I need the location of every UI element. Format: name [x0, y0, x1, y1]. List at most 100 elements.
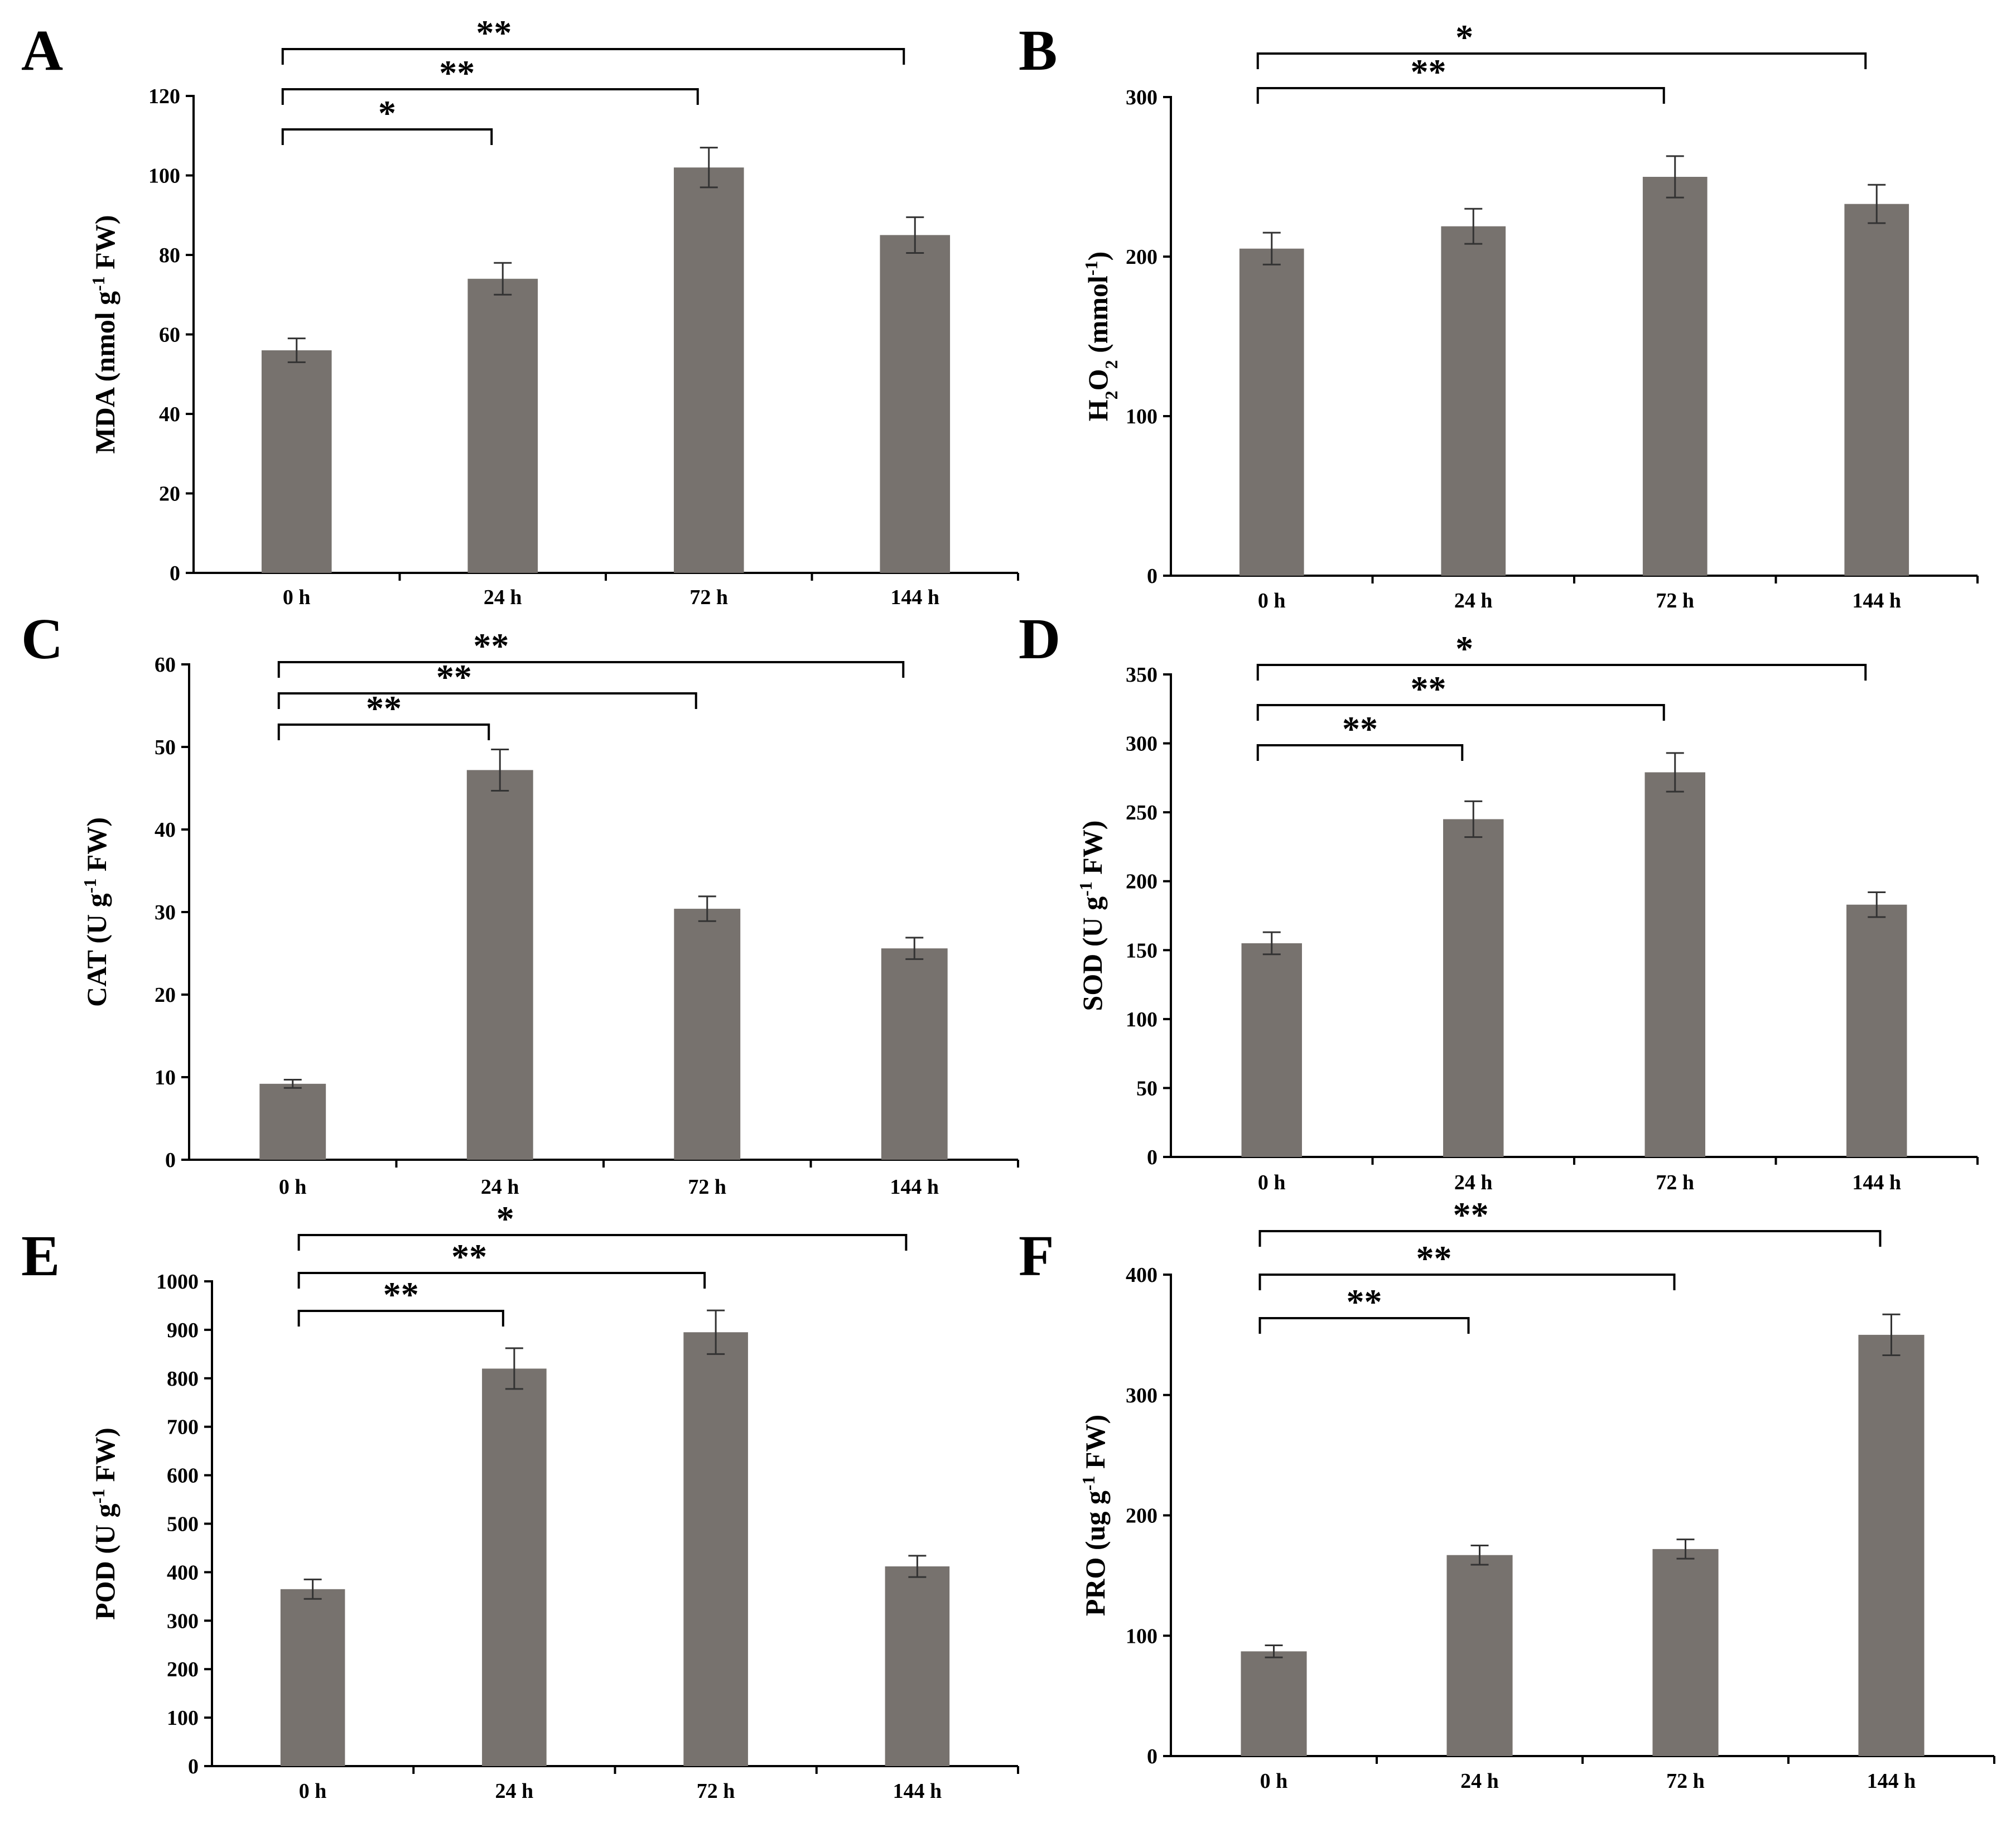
y-axis-title-part: CAT (U g — [81, 893, 112, 1007]
significance-bracket — [281, 88, 699, 105]
bar — [1446, 1555, 1513, 1756]
y-axis-title-part: FW) — [81, 817, 112, 879]
y-tick-label: 1000 — [156, 1270, 199, 1294]
y-tick-label: 100 — [148, 165, 180, 188]
x-category-label: 144 h — [893, 1779, 942, 1803]
x-category-label: 72 h — [1656, 589, 1694, 613]
y-axis-title-part: -1 — [1078, 1476, 1098, 1491]
y-tick-label: 400 — [167, 1561, 199, 1584]
significance-stars: ** — [1342, 709, 1378, 749]
y-tick-label: 500 — [167, 1513, 199, 1536]
significance-stars: ** — [383, 1275, 419, 1314]
y-tick-label: 30 — [155, 901, 176, 924]
y-tick-label: 100 — [1126, 405, 1157, 428]
y-tick-label: 150 — [1126, 939, 1157, 962]
x-category-label: 144 h — [890, 1175, 939, 1199]
y-tick-label: 40 — [159, 403, 180, 426]
y-tick-label: 300 — [1126, 732, 1157, 756]
y-axis-title: PRO (ug g-1 FW) — [1078, 1415, 1111, 1616]
y-tick-label: 20 — [155, 983, 176, 1007]
bar — [880, 235, 951, 573]
significance-stars: ** — [1411, 669, 1446, 708]
bar — [261, 350, 332, 573]
bar — [885, 1566, 950, 1766]
significance-bracket — [1258, 1274, 1676, 1290]
y-axis-title-part: -1 — [1075, 881, 1096, 896]
y-axis-title-part: -1 — [88, 276, 108, 291]
x-category-label: 24 h — [1454, 1171, 1493, 1194]
significance-bracket — [1256, 87, 1665, 104]
y-tick-label: 700 — [167, 1416, 199, 1439]
significance-bracket — [277, 692, 697, 709]
x-category-label: 24 h — [484, 586, 522, 609]
x-category-label: 144 h — [890, 586, 939, 609]
y-tick-label: 0 — [1147, 1146, 1157, 1169]
y-tick-label: 0 — [1147, 565, 1157, 588]
y-axis-title-part: (mmol — [1082, 276, 1113, 360]
y-axis-title-part: -1 — [88, 1489, 108, 1504]
significance-stars: ** — [1347, 1282, 1382, 1322]
bar — [1443, 819, 1504, 1157]
y-tick-label: 350 — [1126, 663, 1157, 687]
y-tick-label: 200 — [1126, 245, 1157, 269]
significance-bracket — [1256, 704, 1665, 721]
y-tick-label: 0 — [1147, 1745, 1157, 1768]
y-axis-title-part: O — [1082, 369, 1113, 390]
bar — [1652, 1549, 1719, 1756]
x-category-label: 24 h — [1454, 589, 1493, 613]
significance-stars: * — [1455, 17, 1473, 57]
x-category-label: 72 h — [688, 1175, 726, 1199]
bar — [1241, 943, 1302, 1157]
y-tick-label: 20 — [159, 483, 180, 506]
y-tick-label: 300 — [167, 1609, 199, 1633]
y-tick-label: 0 — [165, 1149, 176, 1172]
y-axis-title-part: FW) — [1079, 1415, 1111, 1476]
x-category-label: 0 h — [1258, 1171, 1286, 1194]
panel-letter: E — [21, 1224, 60, 1288]
y-axis-title-part: 2 — [1101, 390, 1121, 399]
significance-stars: ** — [1411, 52, 1446, 91]
y-axis-title-part: FW) — [89, 1427, 120, 1489]
x-category-label: 24 h — [481, 1175, 519, 1199]
bar — [259, 1083, 326, 1160]
x-category-label: 24 h — [1460, 1769, 1499, 1793]
y-tick-label: 60 — [155, 653, 176, 677]
y-axis-title-part: SOD (U g — [1077, 896, 1108, 1011]
x-category-label: 72 h — [689, 586, 728, 609]
bar — [683, 1332, 748, 1766]
significance-stars: ** — [1453, 1195, 1489, 1234]
y-axis-title: H2O2 (mmol-1) — [1081, 252, 1121, 421]
bar — [1642, 177, 1708, 576]
y-tick-label: 0 — [170, 562, 180, 585]
y-axis-title-part: PRO (ug g — [1079, 1491, 1111, 1616]
bar — [482, 1368, 547, 1766]
x-category-label: 72 h — [697, 1779, 735, 1803]
y-axis-title: POD (U g-1 FW) — [88, 1427, 120, 1620]
bar — [1844, 204, 1909, 576]
x-category-label: 0 h — [1258, 589, 1286, 613]
y-axis-title: MDA (nmol g-1 FW) — [88, 215, 120, 454]
x-category-label: 144 h — [1852, 1171, 1901, 1194]
y-tick-label: 250 — [1126, 801, 1157, 824]
y-tick-label: 600 — [167, 1464, 199, 1488]
x-category-label: 144 h — [1867, 1769, 1916, 1793]
bar — [1644, 772, 1705, 1157]
panel-letter: D — [1019, 607, 1060, 671]
significance-stars: ** — [436, 657, 472, 697]
significance-bracket — [297, 1234, 908, 1251]
bar — [1239, 248, 1304, 576]
y-tick-label: 40 — [155, 818, 176, 842]
significance-stars: * — [496, 1199, 514, 1238]
significance-stars: ** — [451, 1237, 487, 1276]
y-tick-label: 100 — [167, 1706, 199, 1730]
y-axis-title-part: H — [1082, 399, 1113, 421]
significance-stars: ** — [476, 13, 512, 52]
y-tick-label: 100 — [1126, 1008, 1157, 1031]
y-tick-label: 200 — [1126, 1504, 1157, 1528]
y-tick-label: 800 — [167, 1367, 199, 1391]
y-axis-title-part: 2 — [1101, 360, 1121, 369]
y-tick-label: 100 — [1126, 1624, 1157, 1648]
bar — [466, 770, 533, 1160]
y-tick-label: 200 — [1126, 870, 1157, 894]
